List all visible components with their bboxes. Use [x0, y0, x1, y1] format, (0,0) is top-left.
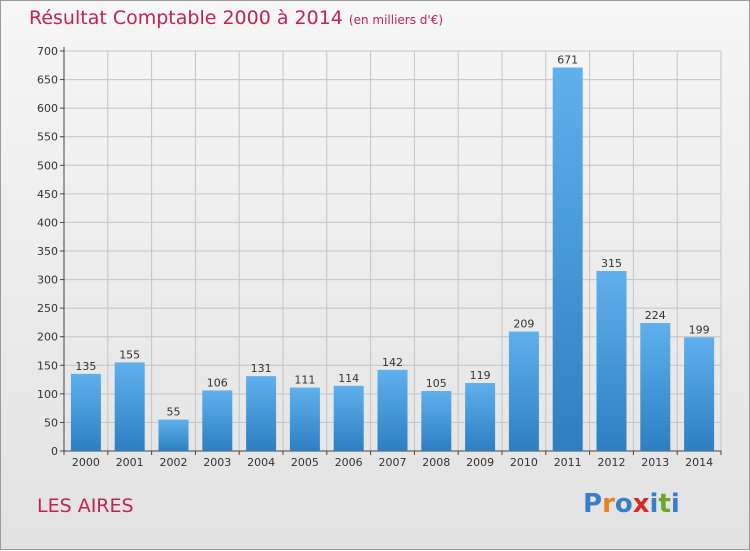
y-tick-label: 550 — [37, 131, 58, 144]
value-label-2008: 105 — [426, 377, 447, 390]
y-tick-label: 200 — [37, 331, 58, 344]
x-tick-label-2010: 2010 — [510, 456, 538, 469]
x-tick-label-2013: 2013 — [641, 456, 669, 469]
y-tick-label: 450 — [37, 188, 58, 201]
value-label-2001: 155 — [119, 348, 140, 361]
x-tick-label-2006: 2006 — [335, 456, 363, 469]
y-tick-label: 500 — [37, 159, 58, 172]
x-tick-label-2014: 2014 — [685, 456, 713, 469]
logo-letter: i — [670, 489, 680, 519]
labels: 0 50 100 150 200 250 300 350 400 450 500 550 600 650 7… — [37, 45, 713, 469]
value-label-2004: 131 — [251, 362, 272, 375]
x-tick-label-2008: 2008 — [422, 456, 450, 469]
value-label-2011: 671 — [557, 54, 578, 67]
value-label-2014: 199 — [689, 323, 710, 336]
bar-2001 — [114, 362, 145, 451]
proxiti-logo: Proxiti — [583, 489, 680, 519]
value-label-2013: 224 — [645, 309, 666, 322]
x-tick-label-2004: 2004 — [247, 456, 275, 469]
bar-2014 — [684, 337, 715, 451]
logo-letter: o — [614, 489, 633, 519]
bars — [70, 67, 715, 452]
logo-letter: i — [649, 489, 659, 519]
y-tick-label: 650 — [37, 74, 58, 87]
bar-2011 — [552, 67, 583, 452]
y-tick-label: 350 — [37, 245, 58, 258]
bar-2002 — [158, 419, 189, 451]
value-label-2002: 55 — [167, 406, 181, 419]
bar-2009 — [465, 383, 496, 451]
x-tick-label-2007: 2007 — [379, 456, 407, 469]
x-tick-label-2005: 2005 — [291, 456, 319, 469]
y-tick-label: 600 — [37, 102, 58, 115]
x-tick-label-2009: 2009 — [466, 456, 494, 469]
bar-2007 — [377, 369, 408, 451]
x-tick-label-2011: 2011 — [554, 456, 582, 469]
x-tick-label-2012: 2012 — [598, 456, 626, 469]
y-tick-label: 100 — [37, 388, 58, 401]
chart-title: Résultat Comptable 2000 à 2014 (en millie… — [29, 7, 443, 29]
value-label-2006: 114 — [338, 372, 359, 385]
value-label-2009: 119 — [470, 369, 491, 382]
bar-2012 — [596, 271, 627, 451]
x-tick-label-2002: 2002 — [160, 456, 188, 469]
bar-2004 — [246, 376, 277, 451]
bar-2010 — [508, 331, 539, 451]
bar-2013 — [640, 323, 671, 451]
x-tick-label-2001: 2001 — [116, 456, 144, 469]
logo-letter: t — [658, 489, 671, 519]
logo-letter: x — [632, 489, 650, 519]
y-tick-label: 700 — [37, 45, 58, 58]
bar-2003 — [202, 390, 233, 451]
bar-2008 — [421, 391, 452, 451]
bar-2005 — [289, 387, 320, 451]
value-label-2007: 142 — [382, 356, 403, 369]
town-name: LES AIRES — [37, 495, 134, 517]
value-label-2005: 111 — [294, 374, 315, 387]
y-tick-label: 300 — [37, 274, 58, 287]
logo-letter: r — [602, 489, 615, 519]
y-tick-label: 250 — [37, 302, 58, 315]
value-label-2012: 315 — [601, 257, 622, 270]
title-text: Résultat Comptable 2000 à 2014 — [29, 7, 343, 29]
y-tick-label: 400 — [37, 216, 58, 229]
logo-letter: P — [583, 489, 603, 519]
y-tick-label: 50 — [44, 416, 58, 429]
x-tick-label-2000: 2000 — [72, 456, 100, 469]
chart-subtitle: (en milliers d'€) — [348, 13, 444, 27]
bar-2000 — [70, 373, 101, 451]
x-tick-label-2003: 2003 — [203, 456, 231, 469]
value-label-2010: 209 — [513, 318, 534, 331]
y-tick-label: 150 — [37, 359, 58, 372]
y-tick-label: 0 — [51, 445, 58, 458]
value-label-2000: 135 — [75, 360, 96, 373]
bar-2006 — [333, 385, 364, 451]
value-label-2003: 106 — [207, 376, 228, 389]
